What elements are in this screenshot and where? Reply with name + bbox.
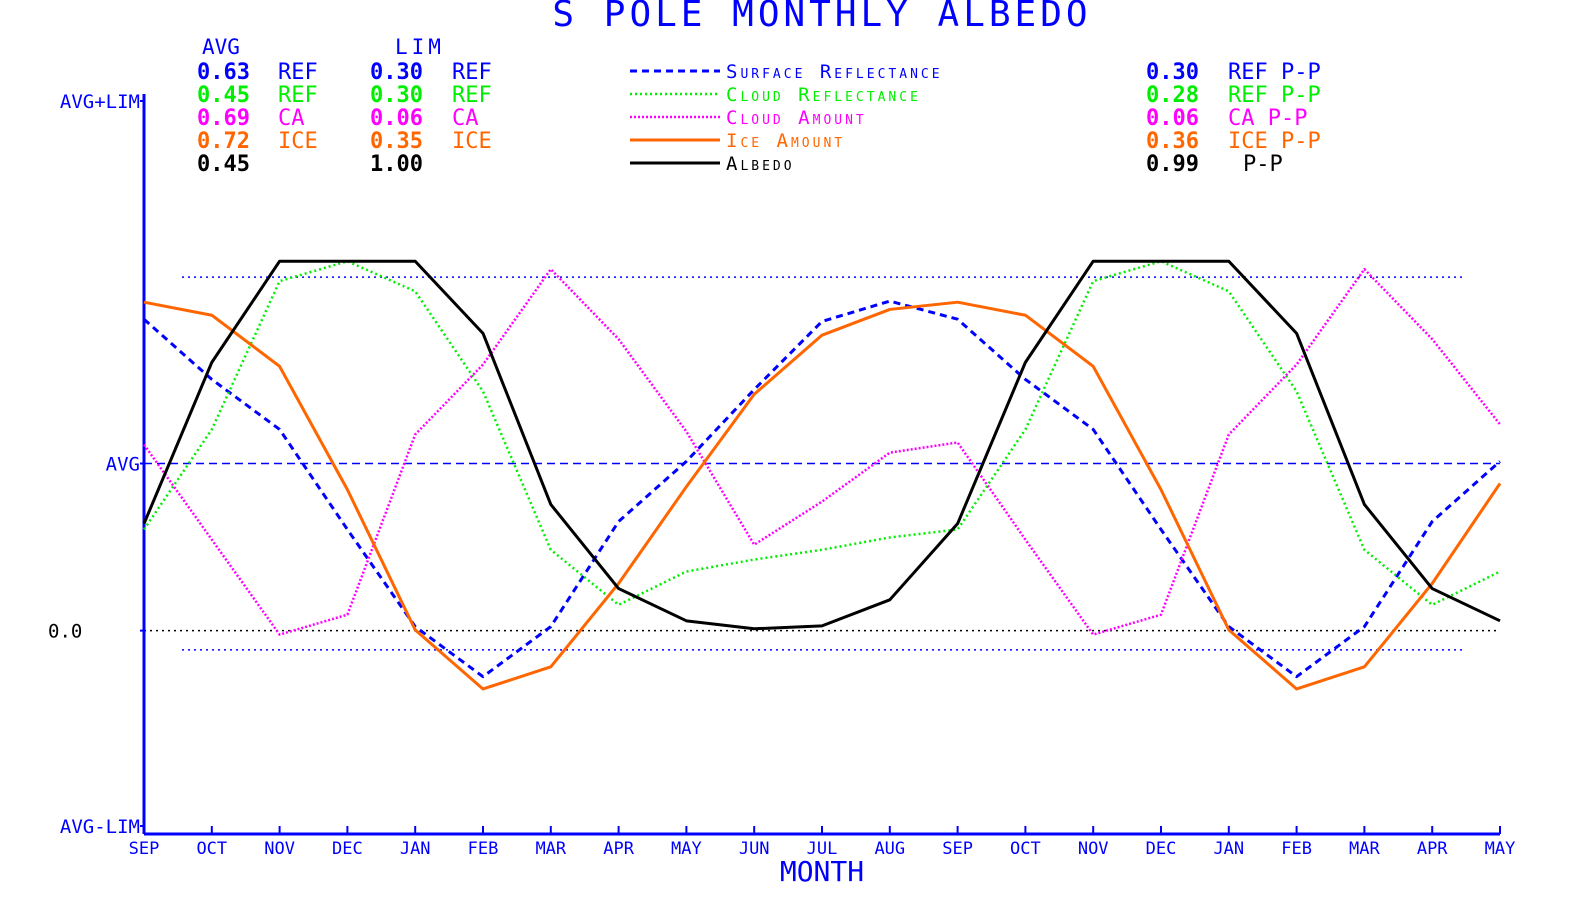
x-tick-label: JUL (807, 839, 838, 859)
stat-pp-tag: REF P-P (1228, 60, 1321, 85)
x-tick-label: NOV (264, 839, 295, 859)
x-tick-label: SEP (942, 839, 973, 859)
stat-pp-tag: REF P-P (1228, 83, 1321, 108)
lim-header: LIM (395, 35, 445, 59)
x-tick-label: FEB (1281, 839, 1312, 859)
series-line-cloud-amount (142, 267, 1501, 636)
avg-header: AVG (202, 35, 240, 59)
x-tick-label: OCT (1010, 839, 1041, 859)
y-tick-label: AVG (106, 454, 140, 476)
stat-lim: 0.35 (370, 129, 423, 154)
x-tick-label: FEB (468, 839, 499, 859)
stat-pp-tag: CA P-P (1228, 106, 1307, 131)
stat-pp: 0.99 (1146, 152, 1199, 177)
series-line-cloud-reflectance (142, 259, 1501, 607)
stat-pp: 0.06 (1146, 106, 1199, 131)
x-tick-label: OCT (196, 839, 227, 859)
y-tick-label: AVG-LIM (60, 816, 140, 838)
x-tick-label: MAY (1485, 839, 1516, 859)
stat-avg-tag: CA (278, 106, 305, 131)
x-tick-label: DEC (1146, 839, 1177, 859)
x-tick-label: MAR (1349, 839, 1380, 859)
x-tick-label: MAY (671, 839, 702, 859)
stat-lim: 1.00 (370, 152, 423, 177)
stat-pp: 0.30 (1146, 60, 1199, 85)
series-line-ice-amount (143, 300, 1502, 691)
stat-lim: 0.30 (370, 83, 423, 108)
stat-pp: 0.36 (1146, 129, 1199, 154)
stat-avg-tag: REF (278, 83, 318, 108)
series-line-albedo (142, 259, 1501, 631)
x-tick-label: APR (603, 839, 634, 859)
stat-lim-tag: ICE (452, 129, 492, 154)
stat-lim: 0.06 (370, 106, 423, 131)
x-tick-label: JAN (1213, 839, 1244, 859)
x-tick-label: JUN (739, 839, 770, 859)
stat-pp: 0.28 (1146, 83, 1199, 108)
stat-lim: 0.30 (370, 60, 423, 85)
y-tick-label: 0.0 (48, 621, 82, 643)
chart-title: S POLE MONTHLY ALBEDO (552, 0, 1091, 35)
legend-label: Ice Amount (726, 130, 845, 152)
x-axis-label: MONTH (780, 855, 864, 888)
x-tick-label: MAR (535, 839, 566, 859)
legend-label: Albedo (726, 153, 795, 175)
stat-lim-tag: REF (452, 60, 492, 85)
stat-avg: 0.69 (197, 106, 250, 131)
legend-label: Surface Reflectance (726, 61, 943, 83)
stat-avg-tag: ICE (278, 129, 318, 154)
stat-avg: 0.72 (197, 129, 250, 154)
x-tick-label: DEC (332, 839, 363, 859)
stat-avg: 0.63 (197, 60, 250, 85)
x-tick-label: JAN (400, 839, 431, 859)
legend-label: Cloud Amount (726, 107, 867, 129)
stat-avg: 0.45 (197, 152, 250, 177)
stat-pp-tag: P-P (1243, 152, 1283, 177)
y-tick-label: AVG+LIM (60, 91, 140, 113)
x-tick-label: AUG (874, 839, 905, 859)
x-tick-label: SEP (129, 839, 160, 859)
legend-label: Cloud Reflectance (726, 84, 921, 106)
stat-avg: 0.45 (197, 83, 250, 108)
x-tick-label: NOV (1078, 839, 1109, 859)
x-tick-label: APR (1417, 839, 1448, 859)
stat-avg-tag: REF (278, 60, 318, 85)
stat-lim-tag: CA (452, 106, 479, 131)
stat-pp-tag: ICE P-P (1228, 129, 1321, 154)
stat-lim-tag: REF (452, 83, 492, 108)
